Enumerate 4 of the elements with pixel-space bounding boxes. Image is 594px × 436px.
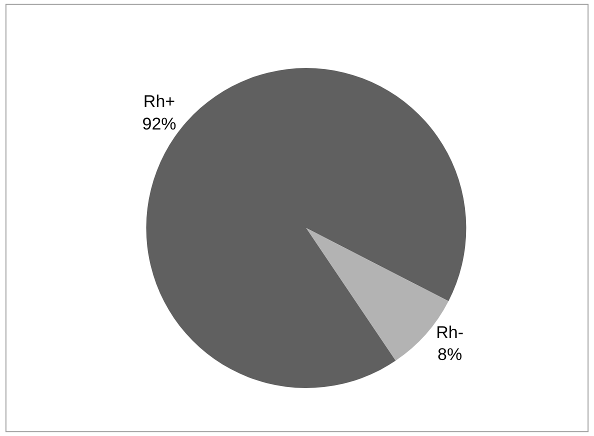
slice-label: Rh+ (143, 92, 176, 112)
data-label: 92% (142, 114, 176, 134)
slice-label: Rh- (436, 322, 464, 342)
data-label: 8% (438, 344, 462, 364)
